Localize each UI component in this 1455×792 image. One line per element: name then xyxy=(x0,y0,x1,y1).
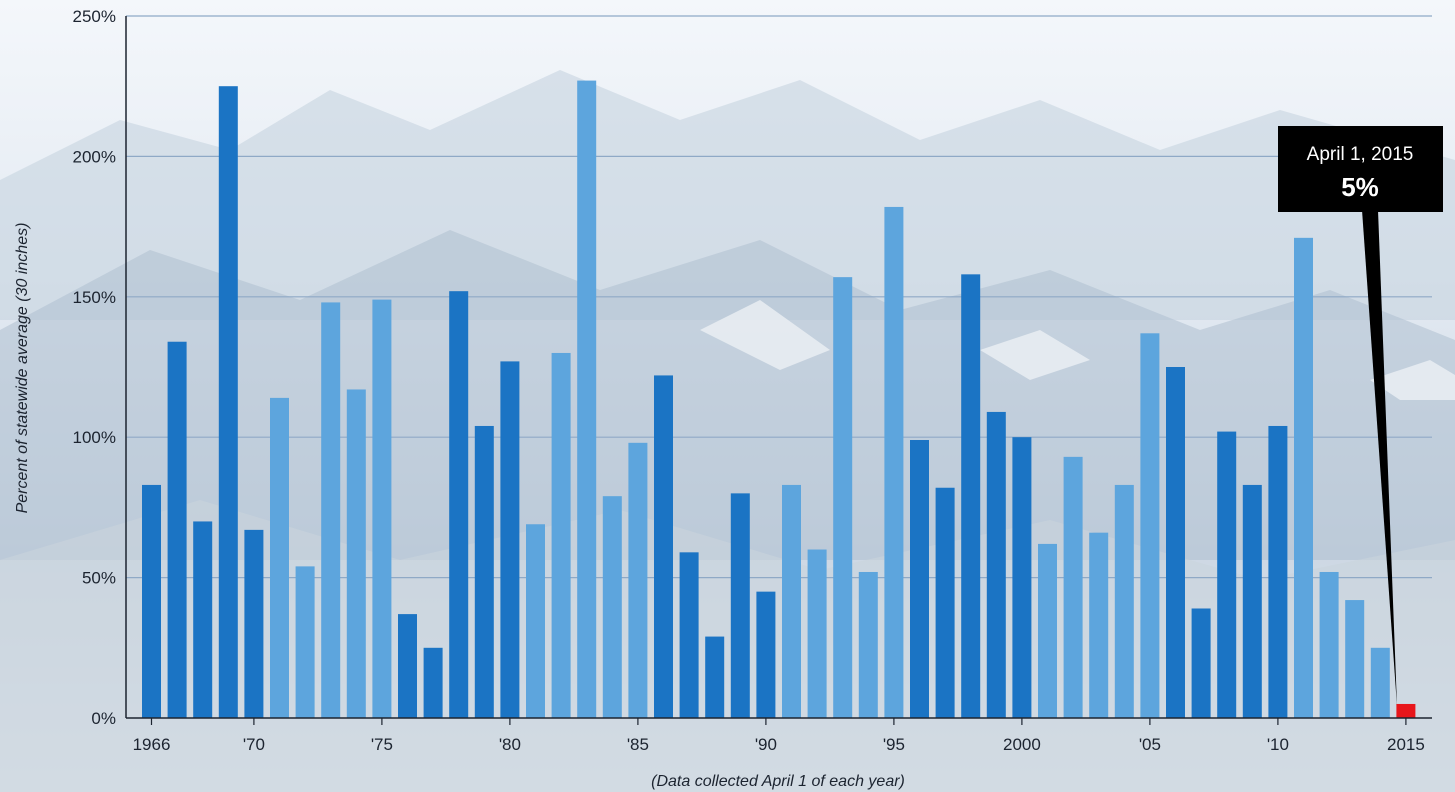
bar-1997 xyxy=(935,487,955,718)
x-tick-label: '05 xyxy=(1139,735,1161,754)
bar-2002 xyxy=(1063,456,1083,718)
bar-1988 xyxy=(705,636,725,718)
gridlines xyxy=(126,15,1432,579)
y-tick-labels: 0% 50% 100% 150% 200% 250% xyxy=(73,7,116,728)
x-tick-label: '10 xyxy=(1267,735,1289,754)
bar-1981 xyxy=(526,524,545,718)
bar-2011 xyxy=(1294,237,1313,718)
callout-2015: April 1, 2015 5% xyxy=(1278,126,1443,706)
bar-1983 xyxy=(577,80,597,719)
bar-1986 xyxy=(654,375,673,718)
bar-1979 xyxy=(474,425,494,718)
bar-1977 xyxy=(423,647,443,718)
y-tick-label: 50% xyxy=(82,569,116,588)
x-tick-labels: 1966 '70 '75 '80 '85 '90 '95 2000 '05 '10 2015 xyxy=(133,718,1425,754)
x-tick-label: '85 xyxy=(627,735,649,754)
bar-2009 xyxy=(1242,484,1262,718)
bar-1976 xyxy=(398,614,417,718)
x-tick-label: '90 xyxy=(755,735,777,754)
bar-1980 xyxy=(500,361,520,718)
x-tick-label: 2015 xyxy=(1387,735,1425,754)
bar-2008 xyxy=(1217,431,1237,718)
callout-value: 5% xyxy=(1341,172,1379,202)
callout-pointer xyxy=(1362,210,1397,706)
bar-1973 xyxy=(321,302,341,718)
bar-2005 xyxy=(1140,333,1160,718)
bar-1994 xyxy=(858,571,878,718)
bar-1970 xyxy=(244,529,264,718)
bar-2001 xyxy=(1038,543,1057,718)
y-tick-label: 250% xyxy=(73,7,116,26)
y-tick-label: 200% xyxy=(73,147,116,166)
x-tick-label: '80 xyxy=(499,735,521,754)
x-tick-label: '75 xyxy=(371,735,393,754)
bar-2003 xyxy=(1089,532,1109,718)
bar-2007 xyxy=(1191,608,1211,718)
bars xyxy=(142,80,1416,719)
bar-1991 xyxy=(782,484,801,718)
bar-2015 xyxy=(1396,703,1416,718)
bar-1999 xyxy=(986,411,1006,718)
bar-2006 xyxy=(1166,367,1185,718)
bar-1998 xyxy=(961,274,981,718)
bar-1992 xyxy=(807,549,827,718)
bar-1978 xyxy=(449,291,469,718)
bar-1982 xyxy=(551,352,571,718)
bar-1985 xyxy=(628,442,648,718)
bar-1968 xyxy=(193,521,213,718)
x-tick-label: 1966 xyxy=(133,735,171,754)
bar-1966 xyxy=(142,484,161,718)
bar-1990 xyxy=(756,591,776,718)
bar-2012 xyxy=(1319,571,1339,718)
x-tick-label: '70 xyxy=(243,735,265,754)
bar-1972 xyxy=(295,566,315,718)
x-axis-title: (Data collected April 1 of each year) xyxy=(651,773,905,790)
y-tick-label: 0% xyxy=(91,709,116,728)
x-tick-label: '95 xyxy=(883,735,905,754)
bar-1969 xyxy=(218,86,238,718)
y-tick-label: 150% xyxy=(73,288,116,307)
bar-1993 xyxy=(833,277,853,718)
bar-2000 xyxy=(1012,437,1032,718)
bar-1974 xyxy=(346,389,366,718)
bar-1975 xyxy=(372,299,392,718)
bar-2004 xyxy=(1114,484,1134,718)
bar-1996 xyxy=(910,440,929,718)
y-axis-title: Percent of statewide average (30 inches) xyxy=(14,223,31,514)
bar-1971 xyxy=(270,397,289,718)
bar-1989 xyxy=(730,493,750,718)
bar-1995 xyxy=(884,206,904,718)
bar-1987 xyxy=(679,552,699,718)
y-tick-label: 100% xyxy=(73,428,116,447)
bar-2013 xyxy=(1345,600,1365,718)
x-tick-label: 2000 xyxy=(1003,735,1041,754)
bar-1967 xyxy=(167,341,187,718)
bar-1984 xyxy=(602,496,622,718)
bar-2014 xyxy=(1370,647,1390,718)
bar-2010 xyxy=(1268,425,1288,718)
callout-title: April 1, 2015 xyxy=(1307,144,1414,165)
callout-box xyxy=(1278,126,1443,212)
